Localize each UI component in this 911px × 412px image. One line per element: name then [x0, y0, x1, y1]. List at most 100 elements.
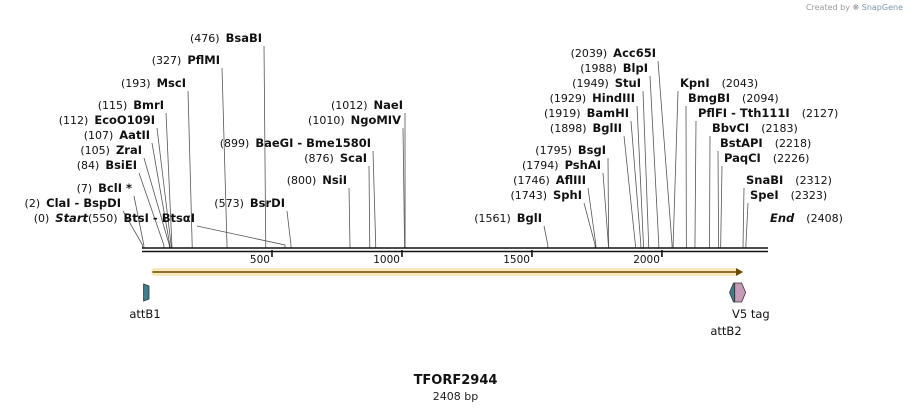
site-paqci[interactable]: PaqCI (2226): [724, 151, 809, 165]
site-name: PflMI: [187, 53, 220, 67]
site-name: BsgI: [578, 143, 606, 157]
site-nsii[interactable]: (800) NsiI: [287, 173, 347, 187]
site-position: (2039): [571, 47, 608, 60]
site-clai-bspdi[interactable]: (2) ClaI - BspDI: [25, 196, 121, 210]
site-position: (107): [84, 129, 114, 142]
site-bsrdi[interactable]: (573) BsrDI: [214, 196, 285, 210]
site-sphi[interactable]: (1743) SphI: [510, 188, 582, 202]
site-end[interactable]: End (2408): [770, 211, 843, 225]
site-hindiii[interactable]: (1929) HindIII: [550, 91, 635, 105]
site-name: StuI: [615, 76, 641, 90]
site-line-ngomiv: [402, 127, 405, 248]
site-position: (876): [304, 152, 334, 165]
axis-ticks: 500 1000 1500 2000: [250, 250, 663, 266]
site-name: BbvCI: [712, 121, 749, 135]
site-position: (2218): [775, 137, 812, 150]
site-scai[interactable]: (876) ScaI: [304, 151, 367, 165]
site-bsgi[interactable]: (1795) BsgI: [535, 143, 606, 157]
site-name: BaeGI - Bme1580I: [255, 136, 371, 150]
feature-label-v5-tag: V5 tag: [732, 307, 770, 321]
site-position: (105): [80, 144, 110, 157]
site-line-bstapi: [717, 150, 720, 248]
site-bglii[interactable]: (1898) BglII: [550, 121, 622, 135]
site-position: (115): [98, 99, 128, 112]
site-pshai[interactable]: (1794) PshAI: [522, 158, 601, 172]
site-name: NaeI: [374, 98, 403, 112]
site-pflfi-tth111i[interactable]: PflFI - Tth111I (2127): [698, 106, 838, 120]
site-position: (2226): [773, 152, 810, 165]
site-labels: (0) Start (2) ClaI - BspDI(7) BclI * (84) BsiE…: [25, 31, 843, 225]
site-name: AflIII: [556, 173, 586, 187]
site-bcli[interactable]: (7) BclI *: [77, 181, 132, 195]
site-line-bsabi: [263, 45, 267, 248]
site-afliii[interactable]: (1746) AflIII: [513, 173, 586, 187]
axis-tick-label: 2000: [633, 254, 660, 266]
site-line-afliii: [587, 187, 597, 248]
feature-attb1[interactable]: [143, 283, 150, 302]
site-naei[interactable]: (1012) NaeI: [331, 98, 403, 112]
site-line-pshai: [602, 172, 609, 248]
site-btsi-bts-i[interactable]: (550) BtsI - BtsαI: [88, 211, 195, 225]
site-line-bamhi: [630, 120, 642, 248]
site-blpi[interactable]: (1988) BlpI: [580, 61, 648, 75]
site-position: (2408): [806, 212, 843, 225]
site-line-clai-bspdi: [122, 210, 143, 248]
site-name: BtsI - BtsαI: [124, 211, 195, 225]
feature-label-attb1: attB1: [129, 307, 160, 321]
site-name: BsrDI: [250, 196, 285, 210]
site-bmgbi[interactable]: BmgBI (2094): [688, 91, 779, 105]
snapgene-logo-icon: ❋: [852, 3, 860, 12]
site-line-blpi: [649, 75, 660, 248]
site-snabi[interactable]: SnaBI (2312): [746, 173, 832, 187]
site-bsiei[interactable]: (84) BsiEI: [77, 158, 137, 172]
credit-text: Created by: [805, 3, 850, 12]
site-bsabi[interactable]: (476) BsaBI: [190, 31, 262, 45]
site-ngomiv[interactable]: (1010) NgoMIV: [308, 113, 401, 127]
site-line-bsrdi: [286, 210, 292, 248]
site-line-snabi: [742, 187, 745, 248]
site-bstapi[interactable]: BstAPI (2218): [720, 136, 811, 150]
site-start[interactable]: (0) Start: [34, 211, 89, 225]
feature-v5-tag[interactable]: [734, 282, 747, 303]
site-position: (1746): [513, 174, 550, 187]
site-bgli[interactable]: (1561) BglI: [474, 211, 542, 225]
site-position: (1010): [308, 114, 345, 127]
site-position: (1949): [572, 77, 609, 90]
feature-attb2[interactable]: [729, 282, 736, 303]
site-stui[interactable]: (1949) StuI: [572, 76, 641, 90]
site-name: MscI: [157, 76, 186, 90]
site-line-stui: [642, 90, 650, 248]
site-position: (1919): [544, 107, 581, 120]
site-pflmi[interactable]: (327) PflMI: [152, 53, 220, 67]
site-line-bmri: [165, 112, 173, 248]
axis-tick-label: 500: [250, 254, 270, 266]
site-position: (2312): [795, 174, 832, 187]
site-line-bsiei: [138, 172, 165, 248]
site-kpni[interactable]: KpnI (2043): [680, 76, 758, 90]
site-zrai[interactable]: (105) ZraI: [80, 143, 142, 157]
orf-layer: [151, 268, 744, 276]
site-line-nsii: [348, 187, 351, 248]
site-acc65i[interactable]: (2039) Acc65I: [571, 46, 656, 60]
feature-label-attb2: attB2: [710, 324, 741, 338]
site-msci[interactable]: (193) MscI: [121, 76, 186, 90]
site-bamhi[interactable]: (1919) BamHI: [544, 106, 629, 120]
site-ecoo109i[interactable]: (112) EcoO109I: [59, 113, 155, 127]
site-position: (2127): [802, 107, 839, 120]
site-bbvci[interactable]: BbvCI (2183): [712, 121, 798, 135]
site-name: ClaI - BspDI: [46, 196, 121, 210]
site-position: (1898): [550, 122, 587, 135]
site-aatii[interactable]: (107) AatII: [84, 128, 150, 142]
site-spei[interactable]: SpeI (2323): [750, 188, 827, 202]
site-line-zrai: [143, 157, 170, 248]
site-position: (1794): [522, 159, 559, 172]
site-position: (550): [88, 212, 118, 225]
site-bmri[interactable]: (115) BmrI: [98, 98, 164, 112]
site-baegi-bme1580i[interactable]: (899) BaeGI - Bme1580I: [220, 136, 371, 150]
site-name: End: [770, 211, 795, 225]
site-name: BmgBI: [688, 91, 730, 105]
site-name: BstAPI: [720, 136, 763, 150]
site-position: (2183): [761, 122, 798, 135]
features: attB1 attB2 V5 tag: [129, 282, 770, 338]
site-name: Start: [55, 211, 88, 225]
